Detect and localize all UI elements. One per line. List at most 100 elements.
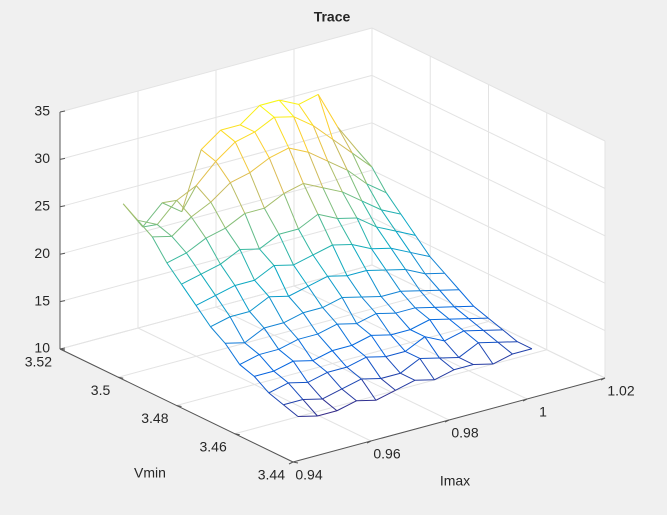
mesh-edge: [327, 160, 348, 171]
mesh-edge: [210, 201, 226, 229]
z-tick-label: 35: [34, 103, 50, 119]
mesh-edge: [468, 318, 484, 331]
mesh-edge: [254, 131, 270, 159]
mesh-edge: [512, 348, 533, 355]
mesh-edge: [405, 350, 421, 359]
mesh-edge: [259, 248, 275, 266]
mesh-edge: [322, 388, 343, 400]
mesh-edge: [278, 228, 299, 235]
mesh-edge: [220, 129, 236, 143]
mesh-edge: [454, 305, 474, 308]
mesh-edge: [419, 358, 435, 381]
mesh-edge: [239, 248, 260, 250]
mesh-edge: [312, 254, 328, 277]
mesh-edge: [337, 323, 357, 325]
mesh-edge: [332, 244, 348, 276]
y-axis-label: Vmin: [134, 465, 166, 481]
mesh-edge: [171, 216, 192, 237]
mesh-edge: [415, 306, 435, 309]
mesh-edge: [293, 254, 314, 266]
mesh-edge: [278, 348, 294, 362]
mesh-edge: [376, 226, 397, 232]
tick-mark: [59, 347, 66, 350]
mesh-edge: [414, 379, 435, 381]
tick-mark: [522, 398, 528, 402]
mesh-edge: [483, 329, 503, 331]
mesh-edge: [415, 235, 431, 257]
tick-mark: [288, 461, 294, 465]
mesh-edge: [210, 182, 231, 203]
mesh-edge: [385, 350, 406, 358]
mesh-edge: [497, 341, 513, 355]
mesh-edge: [181, 283, 197, 306]
mesh-edge: [351, 344, 367, 358]
mesh-edge: [346, 366, 362, 380]
mesh-edge: [122, 203, 139, 221]
mesh-edge: [365, 356, 382, 379]
mesh-edge: [424, 336, 445, 342]
mesh-edge: [312, 350, 333, 362]
mesh-edge: [444, 330, 465, 342]
mesh-edge: [317, 214, 333, 246]
mesh-edge: [229, 316, 246, 344]
mesh-edge: [405, 269, 421, 292]
mesh-edge: [336, 323, 353, 346]
mesh-edge: [381, 209, 401, 215]
mesh-edge: [351, 244, 367, 271]
mesh-edge: [395, 230, 416, 236]
mesh-edge: [302, 399, 318, 417]
mesh-edge: [361, 296, 382, 298]
mesh-edge: [181, 185, 197, 212]
mesh-edge: [336, 400, 357, 412]
mesh-edge: [259, 99, 280, 106]
mesh-edge: [337, 218, 353, 245]
mesh-edge: [395, 230, 411, 253]
mesh-edge: [234, 285, 250, 312]
mesh-edge: [414, 307, 431, 321]
mesh-edge: [439, 356, 459, 359]
grid-line: [371, 122, 606, 237]
tick-mark: [444, 419, 450, 423]
mesh-edge: [263, 327, 280, 350]
mesh-edge: [390, 329, 411, 336]
mesh-edge: [156, 224, 173, 237]
y-tick-label: 3.52: [25, 354, 52, 370]
mesh-edge: [477, 342, 494, 365]
grid-line: [59, 74, 373, 160]
mesh-edge: [405, 269, 426, 275]
mesh-edge: [390, 247, 406, 270]
mesh-edge: [482, 330, 499, 343]
mesh-edge: [458, 342, 479, 358]
mesh-edge: [332, 139, 348, 171]
mesh-edge: [473, 305, 489, 319]
tick-mark: [600, 377, 606, 381]
mesh-edge: [229, 182, 246, 214]
mesh-edge: [502, 329, 518, 343]
mesh-edge: [312, 244, 333, 256]
tick-mark: [59, 110, 66, 113]
x-tick-label: 1.02: [607, 383, 634, 399]
mesh-edge: [215, 141, 236, 162]
mesh-edge: [235, 131, 255, 143]
mesh-edge: [317, 213, 338, 219]
mesh-edge: [302, 307, 323, 314]
mesh-edge: [478, 341, 498, 344]
mesh-edge: [375, 313, 392, 336]
mesh-edge: [400, 290, 416, 309]
mesh-edge: [347, 169, 368, 185]
mesh-edge: [351, 244, 372, 250]
mesh-edge: [337, 126, 353, 154]
mesh-edge: [331, 350, 348, 368]
x-axis-label: Imax: [440, 473, 470, 489]
mesh-edge: [390, 247, 411, 253]
mesh-edge: [200, 273, 216, 296]
z-tick-label: 30: [34, 150, 50, 166]
mesh-edge: [332, 138, 353, 154]
mesh-edge: [298, 213, 319, 230]
mesh-edge: [360, 378, 377, 401]
mesh-edge: [273, 265, 290, 297]
mesh-edge: [259, 105, 275, 118]
mesh-edge: [283, 312, 304, 324]
mesh-edge: [239, 105, 261, 126]
mesh-edge: [293, 116, 314, 127]
